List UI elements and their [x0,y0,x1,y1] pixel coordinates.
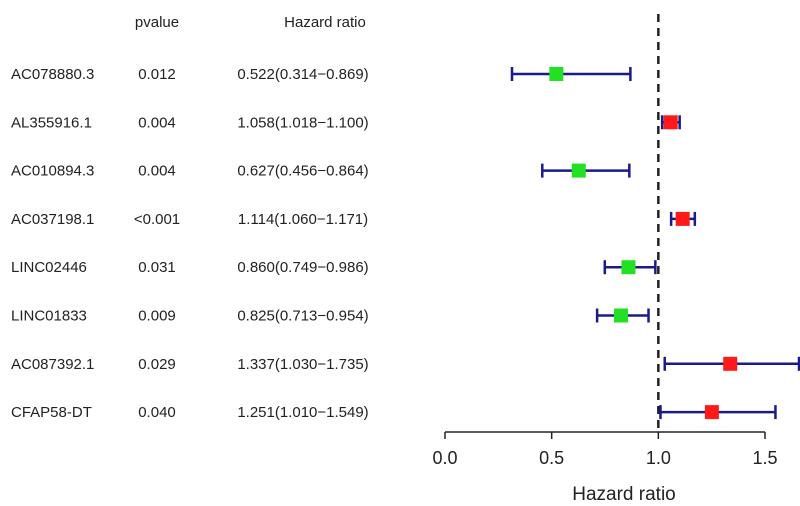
gene-label: LINC01833 [11,308,87,325]
hazard-ratio-label: 1.058(1.018−1.100) [237,114,368,131]
pvalue-column-header: pvalue [135,14,179,31]
hazard-ratio-point [549,67,564,81]
gene-label: AC010894.3 [11,163,94,180]
hazard-ratio-label: 1.251(1.010−1.549) [237,404,368,421]
hazard-ratio-label: 0.860(0.749−0.986) [237,259,368,276]
gene-label: LINC02446 [11,259,87,276]
forest-row: CFAP58-DT 0.040 1.251(1.010−1.549) [11,404,777,421]
x-tick-label: 1.5 [752,448,777,468]
gene-label: AC078880.3 [11,66,94,83]
pvalue-label: 0.031 [138,259,176,276]
x-axis: 0.0 0.5 1.0 1.5 [432,431,778,468]
pvalue-label: 0.004 [138,163,176,180]
pvalue-label: 0.012 [138,66,176,83]
pvalue-label: 0.009 [138,308,176,325]
forest-row: LINC02446 0.031 0.860(0.749−0.986) [11,259,657,276]
pvalue-label: <0.001 [134,211,180,228]
forest-row: AL355916.1 0.004 1.058(1.018−1.100) [11,114,681,131]
hazard-ratio-point [621,260,636,275]
x-axis-label: Hazard ratio [572,484,676,505]
forest-row: AC037198.1 <0.001 1.114(1.060−1.171) [11,211,697,228]
forest-row: LINC01833 0.009 0.825(0.713−0.954) [11,308,650,325]
gene-label: CFAP58-DT [11,404,92,421]
hazard-ratio-point [571,163,586,178]
hazard-ratio-point [704,405,719,420]
hazard-ratio-label: 0.627(0.456−0.864) [237,163,368,180]
pvalue-label: 0.029 [138,356,176,373]
x-tick-label: 0.5 [539,448,564,468]
gene-label: AC087392.1 [11,356,94,373]
hazard-ratio-label: 1.337(1.030−1.735) [237,356,368,373]
gene-label: AL355916.1 [11,114,92,131]
forest-row: AC078880.3 0.012 0.522(0.314−0.869) [11,66,632,83]
forest-rows: AC078880.3 0.012 0.522(0.314−0.869) AL35591… [11,14,800,432]
forest-row: AC010894.3 0.004 0.627(0.456−0.864) [11,163,631,180]
hazard-ratio-point [614,308,628,323]
hazard-ratio-label: 1.114(1.060−1.171) [238,211,368,228]
hazard-ratio-column-header: Hazard ratio [284,14,366,31]
hazard-ratio-point [663,115,678,130]
pvalue-label: 0.040 [138,404,176,421]
x-tick-label: 0.0 [432,448,457,468]
gene-label: AC037198.1 [11,211,94,228]
forest-row: AC087392.1 0.029 1.337(1.030−1.735) [11,356,800,373]
hazard-ratio-label: 0.825(0.713−0.954) [237,308,368,325]
hazard-ratio-point [675,211,690,226]
hazard-ratio-point [723,356,738,371]
hazard-ratio-label: 0.522(0.314−0.869) [237,66,368,83]
pvalue-label: 0.004 [138,114,176,131]
x-tick-label: 1.0 [646,448,671,468]
